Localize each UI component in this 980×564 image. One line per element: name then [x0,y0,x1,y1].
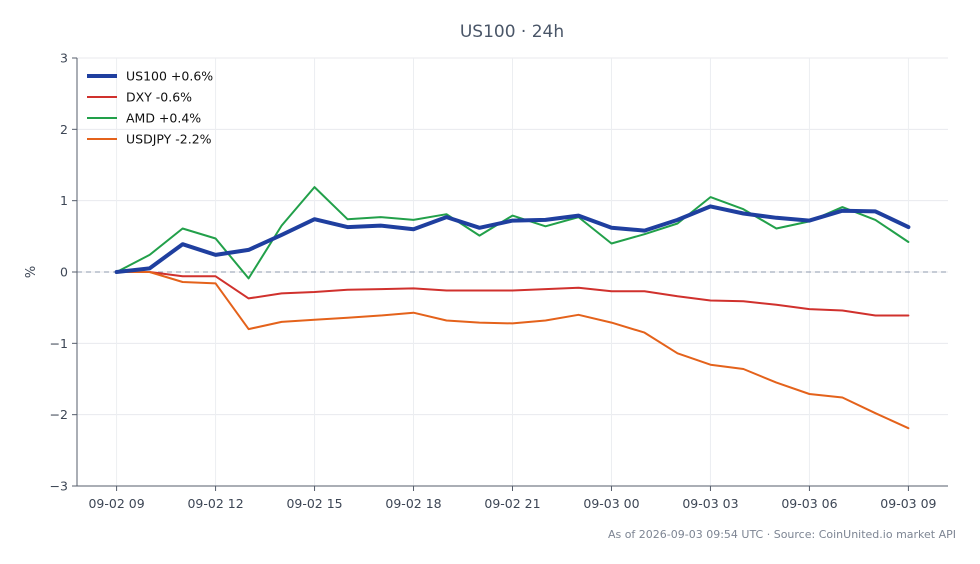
y-tick-label: 0 [60,265,68,280]
x-tick-label: 09-02 12 [187,496,243,511]
series-line [115,271,910,430]
series-line [114,204,911,274]
x-tick-label: 09-02 15 [286,496,342,511]
x-tick-label: 09-03 03 [682,496,738,511]
x-tick-label: 09-02 21 [484,496,540,511]
axes: 3 2 1 0 −1 −2 −3 09-02 09 09-02 12 09-02 15 09-02 … [50,51,948,511]
y-tick-label: 3 [60,51,68,66]
legend-entry: US100 +0.6% [126,69,213,84]
series-line [115,271,910,317]
legend-entry: DXY -0.6% [126,90,192,105]
y-tick-label: −1 [50,336,68,351]
legend-entry: AMD +0.4% [126,111,201,126]
x-tick-label: 09-03 00 [583,496,639,511]
x-tick-label: 09-02 18 [385,496,441,511]
series-layer [114,186,911,430]
legend: US100 +0.6% DXY -0.6% AMD +0.4% USDJPY -2.2… [87,69,213,147]
series-line [115,186,910,280]
x-tick-label: 09-03 06 [781,496,837,511]
x-tick-label: 09-02 09 [88,496,144,511]
legend-entry: USDJPY -2.2% [126,132,212,147]
y-axis-label: % [24,266,39,278]
x-tick-label: 09-03 09 [880,496,936,511]
y-tick-label: −3 [50,479,68,494]
chart-title: US100 · 24h [460,22,564,42]
y-tick-label: 2 [60,122,68,137]
y-tick-label: −2 [50,407,68,422]
footer-source: As of 2026-09-03 09:54 UTC · Source: Coi… [608,528,956,541]
y-tick-label: 1 [60,193,68,208]
